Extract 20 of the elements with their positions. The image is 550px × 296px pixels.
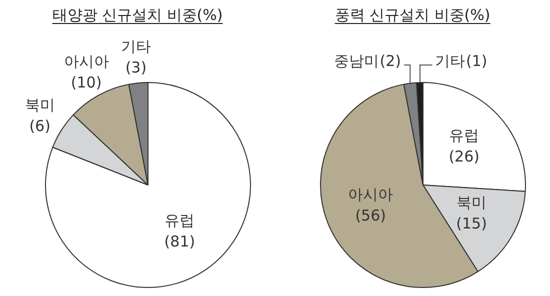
slice-label: 유럽 <box>164 212 195 230</box>
slice-label: 아시아 <box>348 186 394 204</box>
slice-label: 중남미 <box>334 52 379 70</box>
data-label: (3) <box>125 58 147 76</box>
data-label: (6) <box>29 117 50 136</box>
slice-label: 아시아 <box>64 52 109 71</box>
data-label: (81) <box>164 232 196 251</box>
chart-title: 태양광 신규설치 비중(%) <box>52 6 223 24</box>
data-label: (56) <box>355 206 386 225</box>
data-label: (10) <box>70 74 102 92</box>
slice-label: 북미 <box>24 96 55 114</box>
data-label: (26) <box>448 147 480 166</box>
slice-label: 기타 <box>435 52 465 70</box>
slice-label: 유럽 <box>449 126 480 144</box>
chart-title: 풍력 신규설치 비중(%) <box>334 6 490 24</box>
data-label: (1) <box>466 52 488 70</box>
slice-label: 기타 <box>120 37 151 56</box>
data-label: (15) <box>456 214 487 233</box>
data-label: (2) <box>380 52 401 70</box>
slice-label: 북미 <box>456 194 487 212</box>
